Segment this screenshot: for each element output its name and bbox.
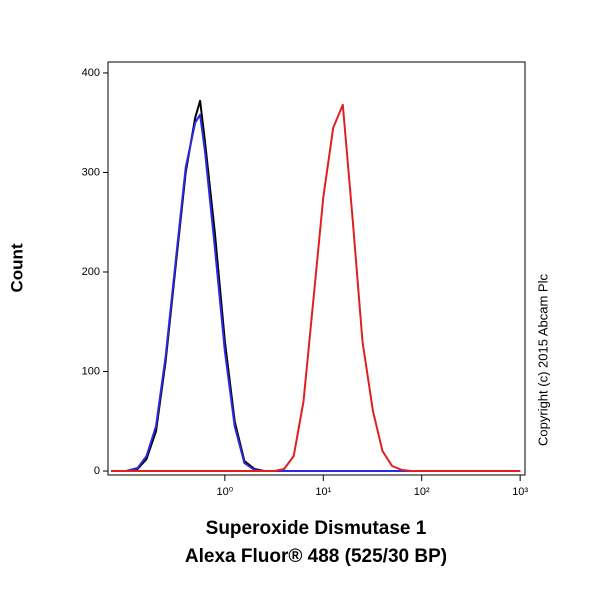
- x-axis-label: Superoxide Dismutase 1: [206, 518, 427, 539]
- x-tick-label: 10¹: [315, 486, 331, 498]
- y-tick-label: 300: [82, 166, 100, 178]
- y-axis-label: Count: [7, 243, 26, 292]
- y-tick-label: 100: [82, 365, 100, 377]
- histogram-line: [111, 103, 521, 472]
- y-tick-label: 400: [82, 67, 100, 79]
- histogram-line: [111, 113, 521, 472]
- y-tick-label: 200: [82, 266, 100, 278]
- x-tick-label: 10⁰: [217, 486, 234, 498]
- x-tick-label: 10²: [414, 486, 430, 498]
- y-tick-label: 0: [94, 465, 100, 477]
- copyright: Copyright (c) 2015 Abcam Plc: [535, 274, 550, 446]
- x-tick-label: 10³: [512, 486, 528, 498]
- plot-frame: [107, 61, 526, 476]
- x-axis-label: Alexa Fluor® 488 (525/30 BP): [185, 546, 447, 567]
